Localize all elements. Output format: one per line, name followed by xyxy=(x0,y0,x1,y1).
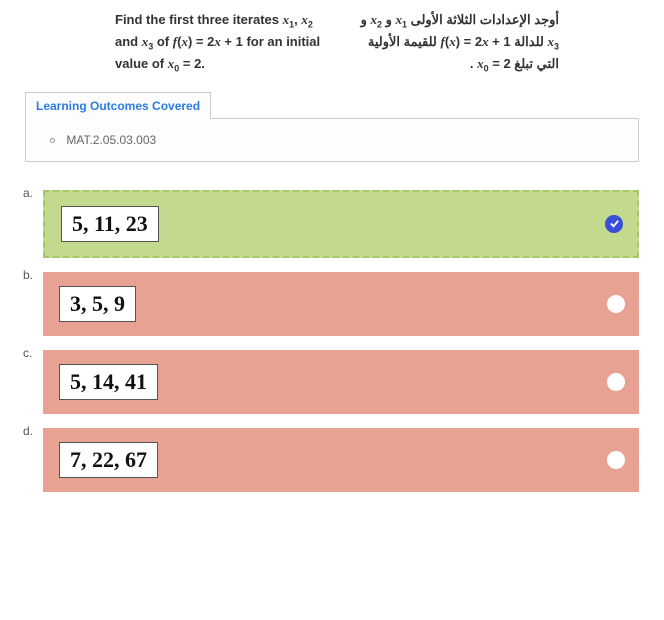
radio-icon xyxy=(607,373,625,391)
answer-option[interactable]: a.5, 11, 23 xyxy=(25,190,639,258)
option-value: 7, 22, 67 xyxy=(59,442,158,478)
option-value: 3, 5, 9 xyxy=(59,286,136,322)
option-label: c. xyxy=(23,346,32,360)
question-english: Find the first three iterates x1, x2 and… xyxy=(115,10,327,76)
option-value: 5, 14, 41 xyxy=(59,364,158,400)
option-body[interactable]: 7, 22, 67 xyxy=(43,428,639,492)
answer-option[interactable]: b.3, 5, 9 xyxy=(25,272,639,336)
answer-option[interactable]: d.7, 22, 67 xyxy=(25,428,639,492)
radio-icon xyxy=(607,295,625,313)
options-list: a.5, 11, 23b.3, 5, 9c.5, 14, 41d.7, 22, … xyxy=(25,190,639,492)
outcomes-header: Learning Outcomes Covered xyxy=(25,92,211,119)
question-text: Find the first three iterates x1, x2 and… xyxy=(25,10,639,91)
option-body[interactable]: 5, 11, 23 xyxy=(43,190,639,258)
question-arabic: أوجد الإعدادات الثلاثة الأولى x1 و x2 و … xyxy=(347,10,559,76)
option-value: 5, 11, 23 xyxy=(61,206,159,242)
check-icon xyxy=(605,215,623,233)
option-body[interactable]: 3, 5, 9 xyxy=(43,272,639,336)
answer-option[interactable]: c.5, 14, 41 xyxy=(25,350,639,414)
outcomes-list: MAT.2.05.03.003 xyxy=(25,118,639,162)
outcome-code: MAT.2.05.03.003 xyxy=(66,133,156,147)
option-label: b. xyxy=(23,268,33,282)
option-label: a. xyxy=(23,186,33,200)
option-body[interactable]: 5, 14, 41 xyxy=(43,350,639,414)
bullet-icon xyxy=(50,138,55,143)
radio-icon xyxy=(607,451,625,469)
learning-outcomes: Learning Outcomes Covered MAT.2.05.03.00… xyxy=(25,91,639,162)
option-label: d. xyxy=(23,424,33,438)
